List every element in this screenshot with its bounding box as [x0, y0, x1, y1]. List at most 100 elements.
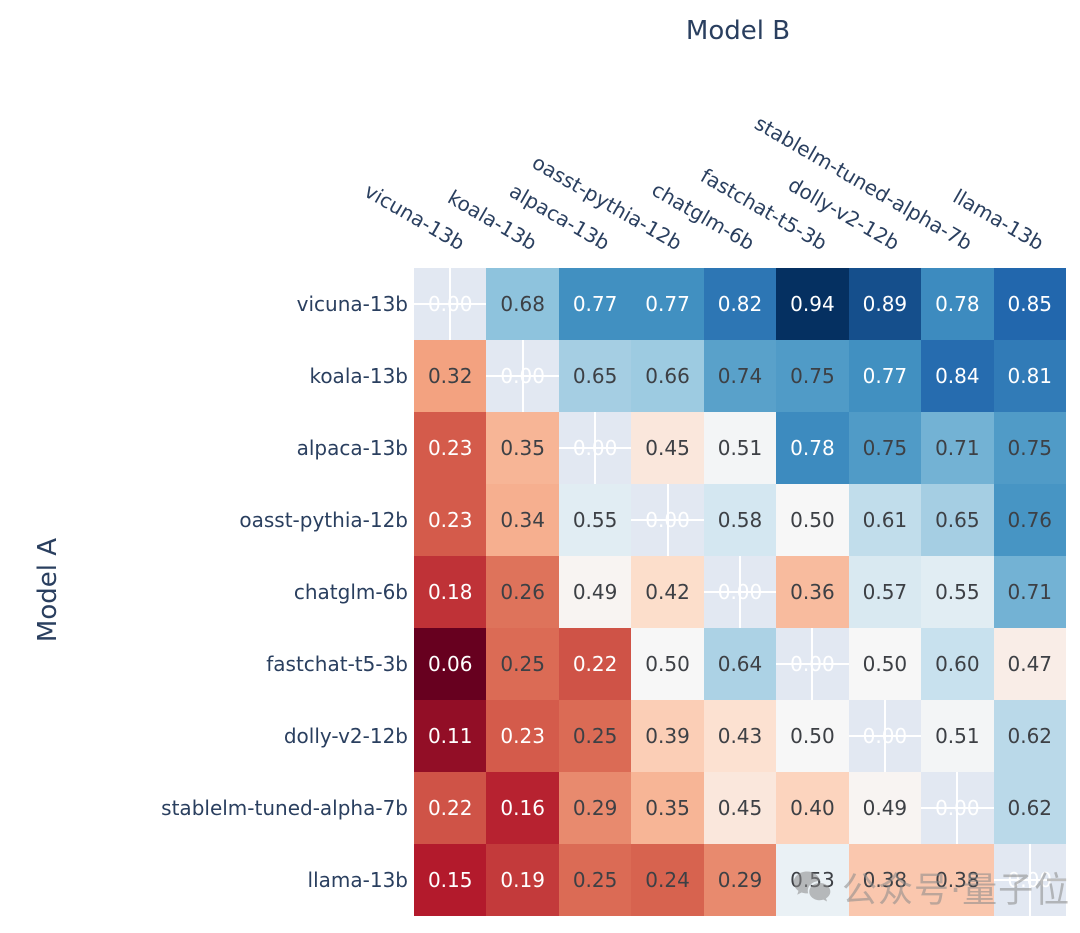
heatmap-cell-fastchat-t5-3b-vs-llama-13b[interactable]: 0.47: [993, 628, 1066, 700]
heatmap-cell-oasst-pythia-12b-vs-alpaca-13b[interactable]: 0.55: [558, 484, 632, 556]
heatmap-cell-oasst-pythia-12b-vs-koala-13b[interactable]: 0.34: [486, 484, 559, 556]
heatmap-cell-stablelm-tuned-alpha-7b-vs-alpaca-13b[interactable]: 0.29: [558, 772, 632, 844]
heatmap-cell-stablelm-tuned-alpha-7b-vs-oasst-pythia-12b[interactable]: 0.35: [631, 772, 704, 844]
cell-value: 0.71: [935, 436, 980, 460]
heatmap-cell-vicuna-13b-vs-chatglm-6b[interactable]: 0.82: [703, 268, 777, 340]
heatmap-cell-koala-13b-vs-vicuna-13b[interactable]: 0.32: [414, 340, 487, 412]
heatmap-cell-koala-13b-vs-stablelm-tuned-alpha-7b[interactable]: 0.84: [921, 340, 994, 412]
heatmap-cell-alpaca-13b-vs-vicuna-13b[interactable]: 0.23: [414, 412, 487, 484]
heatmap-cell-dolly-v2-12b-vs-llama-13b[interactable]: 0.62: [993, 700, 1066, 772]
cell-value: 0.47: [1007, 652, 1053, 676]
heatmap-cell-koala-13b-vs-alpaca-13b[interactable]: 0.65: [558, 340, 632, 412]
cell-value: 0.18: [427, 580, 473, 604]
heatmap-cell-dolly-v2-12b-vs-koala-13b[interactable]: 0.23: [486, 700, 559, 772]
heatmap-cell-oasst-pythia-12b-vs-oasst-pythia-12b[interactable]: 0.00: [631, 484, 704, 556]
heatmap-cell-stablelm-tuned-alpha-7b-vs-koala-13b[interactable]: 0.16: [486, 772, 559, 844]
heatmap-cell-dolly-v2-12b-vs-fastchat-t5-3b[interactable]: 0.50: [776, 700, 849, 772]
heatmap-cell-llama-13b-vs-koala-13b[interactable]: 0.19: [486, 844, 559, 916]
heatmap-cell-llama-13b-vs-dolly-v2-12b[interactable]: 0.38: [848, 844, 922, 916]
cell-value: 0.42: [645, 580, 690, 604]
heatmap-cell-llama-13b-vs-stablelm-tuned-alpha-7b[interactable]: 0.38: [921, 844, 994, 916]
heatmap-cell-llama-13b-vs-chatglm-6b[interactable]: 0.29: [703, 844, 777, 916]
heatmap-cell-alpaca-13b-vs-llama-13b[interactable]: 0.75: [993, 412, 1066, 484]
heatmap-cell-dolly-v2-12b-vs-chatglm-6b[interactable]: 0.43: [703, 700, 777, 772]
heatmap-cell-alpaca-13b-vs-oasst-pythia-12b[interactable]: 0.45: [631, 412, 704, 484]
heatmap-cell-chatglm-6b-vs-vicuna-13b[interactable]: 0.18: [414, 556, 487, 628]
cell-value: 0.32: [427, 364, 473, 388]
row-label-oasst-pythia-12b: oasst-pythia-12b: [239, 508, 408, 532]
heatmap-cell-chatglm-6b-vs-oasst-pythia-12b[interactable]: 0.42: [631, 556, 704, 628]
heatmap-cell-vicuna-13b-vs-koala-13b[interactable]: 0.68: [486, 268, 559, 340]
heatmap-cell-oasst-pythia-12b-vs-stablelm-tuned-alpha-7b[interactable]: 0.65: [921, 484, 994, 556]
heatmap-cell-fastchat-t5-3b-vs-chatglm-6b[interactable]: 0.64: [703, 628, 777, 700]
heatmap-cell-dolly-v2-12b-vs-dolly-v2-12b[interactable]: 0.00: [848, 700, 922, 772]
heatmap-cell-llama-13b-vs-vicuna-13b[interactable]: 0.15: [414, 844, 487, 916]
cell-value: 0.45: [645, 436, 690, 460]
heatmap-cell-fastchat-t5-3b-vs-dolly-v2-12b[interactable]: 0.50: [848, 628, 922, 700]
heatmap-cell-koala-13b-vs-oasst-pythia-12b[interactable]: 0.66: [631, 340, 704, 412]
heatmap-cell-dolly-v2-12b-vs-stablelm-tuned-alpha-7b[interactable]: 0.51: [921, 700, 994, 772]
cell-value: 0.23: [427, 436, 473, 460]
cell-value: 0.00: [645, 508, 690, 532]
heatmap-cell-vicuna-13b-vs-llama-13b[interactable]: 0.85: [993, 268, 1066, 340]
heatmap-cell-stablelm-tuned-alpha-7b-vs-chatglm-6b[interactable]: 0.45: [703, 772, 777, 844]
heatmap-cell-vicuna-13b-vs-alpaca-13b[interactable]: 0.77: [558, 268, 632, 340]
heatmap-cell-koala-13b-vs-dolly-v2-12b[interactable]: 0.77: [848, 340, 922, 412]
cell-value: 0.53: [790, 868, 835, 892]
cell-value: 0.82: [717, 292, 763, 316]
heatmap-cell-stablelm-tuned-alpha-7b-vs-fastchat-t5-3b[interactable]: 0.40: [776, 772, 849, 844]
heatmap-cell-alpaca-13b-vs-stablelm-tuned-alpha-7b[interactable]: 0.71: [921, 412, 994, 484]
heatmap-cell-chatglm-6b-vs-fastchat-t5-3b[interactable]: 0.36: [776, 556, 849, 628]
heatmap-cell-stablelm-tuned-alpha-7b-vs-stablelm-tuned-alpha-7b[interactable]: 0.00: [921, 772, 994, 844]
heatmap-cell-stablelm-tuned-alpha-7b-vs-llama-13b[interactable]: 0.62: [993, 772, 1066, 844]
heatmap-cell-fastchat-t5-3b-vs-stablelm-tuned-alpha-7b[interactable]: 0.60: [921, 628, 994, 700]
heatmap-cell-alpaca-13b-vs-dolly-v2-12b[interactable]: 0.75: [848, 412, 922, 484]
heatmap-cell-fastchat-t5-3b-vs-fastchat-t5-3b[interactable]: 0.00: [776, 628, 849, 700]
heatmap-cell-fastchat-t5-3b-vs-vicuna-13b[interactable]: 0.06: [414, 628, 487, 700]
heatmap-cell-koala-13b-vs-llama-13b[interactable]: 0.81: [993, 340, 1066, 412]
heatmap-cell-oasst-pythia-12b-vs-fastchat-t5-3b[interactable]: 0.50: [776, 484, 849, 556]
heatmap-cell-chatglm-6b-vs-dolly-v2-12b[interactable]: 0.57: [848, 556, 922, 628]
cell-value: 0.00: [790, 652, 835, 676]
heatmap-cell-vicuna-13b-vs-vicuna-13b[interactable]: 0.00: [414, 268, 487, 340]
heatmap-cell-vicuna-13b-vs-fastchat-t5-3b[interactable]: 0.94: [776, 268, 849, 340]
heatmap-cell-stablelm-tuned-alpha-7b-vs-dolly-v2-12b[interactable]: 0.49: [848, 772, 922, 844]
heatmap-cell-chatglm-6b-vs-llama-13b[interactable]: 0.71: [993, 556, 1066, 628]
heatmap-cell-chatglm-6b-vs-alpaca-13b[interactable]: 0.49: [558, 556, 632, 628]
heatmap-cell-koala-13b-vs-koala-13b[interactable]: 0.00: [486, 340, 559, 412]
heatmap-cell-oasst-pythia-12b-vs-vicuna-13b[interactable]: 0.23: [414, 484, 487, 556]
heatmap-cell-llama-13b-vs-llama-13b[interactable]: 0.00: [993, 844, 1066, 916]
heatmap-cell-stablelm-tuned-alpha-7b-vs-vicuna-13b[interactable]: 0.22: [414, 772, 487, 844]
heatmap-cell-llama-13b-vs-oasst-pythia-12b[interactable]: 0.24: [631, 844, 704, 916]
heatmap-cell-vicuna-13b-vs-dolly-v2-12b[interactable]: 0.89: [848, 268, 922, 340]
cell-value: 0.49: [862, 796, 908, 820]
heatmap-cell-fastchat-t5-3b-vs-oasst-pythia-12b[interactable]: 0.50: [631, 628, 704, 700]
cell-value: 0.50: [862, 652, 908, 676]
heatmap-cell-oasst-pythia-12b-vs-llama-13b[interactable]: 0.76: [993, 484, 1066, 556]
heatmap-cell-chatglm-6b-vs-chatglm-6b[interactable]: 0.00: [703, 556, 777, 628]
heatmap-cell-dolly-v2-12b-vs-oasst-pythia-12b[interactable]: 0.39: [631, 700, 704, 772]
heatmap-cell-chatglm-6b-vs-koala-13b[interactable]: 0.26: [486, 556, 559, 628]
cell-value: 0.43: [717, 724, 763, 748]
cell-value: 0.62: [1007, 796, 1053, 820]
heatmap-cell-vicuna-13b-vs-stablelm-tuned-alpha-7b[interactable]: 0.78: [921, 268, 994, 340]
heatmap-cell-dolly-v2-12b-vs-alpaca-13b[interactable]: 0.25: [558, 700, 632, 772]
row-label-chatglm-6b: chatglm-6b: [293, 580, 408, 604]
heatmap-cell-fastchat-t5-3b-vs-koala-13b[interactable]: 0.25: [486, 628, 559, 700]
heatmap-cell-oasst-pythia-12b-vs-dolly-v2-12b[interactable]: 0.61: [848, 484, 922, 556]
heatmap-cell-koala-13b-vs-chatglm-6b[interactable]: 0.74: [703, 340, 777, 412]
heatmap-cell-fastchat-t5-3b-vs-alpaca-13b[interactable]: 0.22: [558, 628, 632, 700]
heatmap-cell-vicuna-13b-vs-oasst-pythia-12b[interactable]: 0.77: [631, 268, 704, 340]
heatmap-cell-koala-13b-vs-fastchat-t5-3b[interactable]: 0.75: [776, 340, 849, 412]
cell-value: 0.25: [500, 652, 545, 676]
heatmap-cell-alpaca-13b-vs-alpaca-13b[interactable]: 0.00: [558, 412, 632, 484]
heatmap-cell-dolly-v2-12b-vs-vicuna-13b[interactable]: 0.11: [414, 700, 487, 772]
heatmap-cell-alpaca-13b-vs-fastchat-t5-3b[interactable]: 0.78: [776, 412, 849, 484]
heatmap-cell-chatglm-6b-vs-stablelm-tuned-alpha-7b[interactable]: 0.55: [921, 556, 994, 628]
heatmap-cell-alpaca-13b-vs-koala-13b[interactable]: 0.35: [486, 412, 559, 484]
heatmap-cell-llama-13b-vs-alpaca-13b[interactable]: 0.25: [558, 844, 632, 916]
heatmap-cell-llama-13b-vs-fastchat-t5-3b[interactable]: 0.53: [776, 844, 849, 916]
heatmap-cell-alpaca-13b-vs-chatglm-6b[interactable]: 0.51: [703, 412, 777, 484]
heatmap-cell-oasst-pythia-12b-vs-chatglm-6b[interactable]: 0.58: [703, 484, 777, 556]
